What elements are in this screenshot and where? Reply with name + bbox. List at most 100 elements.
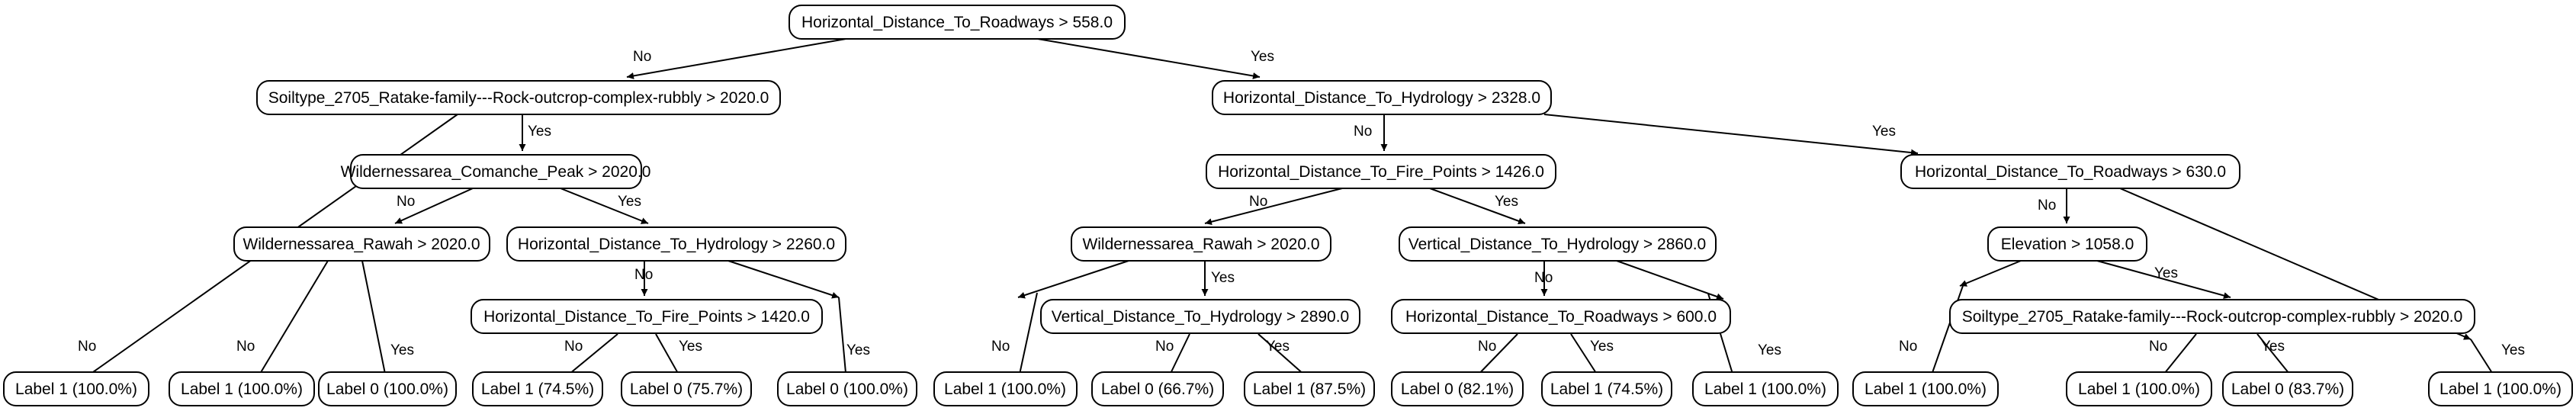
leaf-label: Label 1 (100.0%) bbox=[181, 380, 303, 398]
edge-label-yes: Yes bbox=[618, 194, 641, 210]
edge-label-yes: Yes bbox=[846, 342, 870, 358]
tree-node: Wildernessarea_Comanche_Peak > 2020.0 bbox=[341, 154, 651, 189]
leaf-label: Label 0 (100.0%) bbox=[786, 380, 908, 398]
edge-label-no: No bbox=[1155, 339, 1174, 355]
edge-label-yes: Yes bbox=[1266, 339, 1290, 355]
edge-n13-yes bbox=[2096, 260, 2231, 299]
node-label: Vertical_Distance_To_Hydrology > 2860.0 bbox=[1408, 236, 1707, 253]
leaf-node: Label 0 (100.0%) bbox=[777, 371, 917, 406]
edge-root-yes bbox=[1033, 37, 1261, 79]
edge-label-no: No bbox=[633, 49, 651, 65]
edge-label-no: No bbox=[564, 339, 583, 355]
tree-node: Horizontal_Distance_To_Hydrology > 2260.… bbox=[506, 226, 846, 262]
node-label: Horizontal_Distance_To_Fire_Points > 142… bbox=[1218, 163, 1544, 181]
edge-n5-yes-drop bbox=[838, 297, 850, 382]
leaf-label: Label 1 (100.0%) bbox=[944, 380, 1066, 398]
edge-label-yes: Yes bbox=[1495, 194, 1518, 210]
leaf-node: Label 1 (100.0%) bbox=[1852, 371, 1999, 406]
edge-n10-yes bbox=[1616, 260, 1724, 300]
leaf-node: Label 1 (100.0%) bbox=[169, 371, 315, 406]
edge-n7-no bbox=[1204, 188, 1343, 226]
edge-label-yes: Yes bbox=[1211, 270, 1235, 286]
edge-label-yes: Yes bbox=[1251, 49, 1274, 65]
leaf-node: Label 1 (74.5%) bbox=[472, 371, 603, 406]
tree-node: Horizontal_Distance_To_Roadways > 600.0 bbox=[1391, 299, 1731, 334]
edge-label-yes: Yes bbox=[1758, 342, 1781, 358]
leaf-node: Label 0 (83.7%) bbox=[2222, 371, 2353, 406]
node-label: Horizontal_Distance_To_Roadways > 630.0 bbox=[1915, 163, 2226, 181]
leaf-label: Label 1 (100.0%) bbox=[15, 380, 137, 398]
edge-label-no: No bbox=[634, 267, 653, 283]
node-label: Horizontal_Distance_To_Fire_Points > 142… bbox=[483, 308, 810, 326]
edge-label-no: No bbox=[1899, 339, 1917, 355]
edge-n3-no bbox=[394, 188, 474, 224]
leaf-label: Label 0 (83.7%) bbox=[2231, 380, 2344, 398]
edge-n2-yes bbox=[1543, 114, 1919, 156]
edge-n7-yes bbox=[1429, 188, 1526, 225]
leaf-node: Label 1 (100.0%) bbox=[2066, 371, 2212, 406]
edge-label-no: No bbox=[1478, 339, 1496, 355]
leaf-label: Label 0 (100.0%) bbox=[326, 380, 448, 398]
leaf-node: Label 1 (74.5%) bbox=[1541, 371, 1672, 406]
leaf-label: Label 1 (87.5%) bbox=[1253, 380, 1366, 398]
edge-label-no: No bbox=[991, 339, 1010, 355]
leaf-node: Label 0 (100.0%) bbox=[318, 371, 457, 406]
leaf-label: Label 1 (100.0%) bbox=[1704, 380, 1826, 398]
leaf-node: Label 0 (66.7%) bbox=[1091, 371, 1224, 406]
node-label: Wildernessarea_Rawah > 2020.0 bbox=[1082, 236, 1319, 253]
edge-label-no: No bbox=[397, 194, 415, 210]
edge-label-yes: Yes bbox=[2154, 265, 2178, 281]
leaf-label: Label 0 (75.7%) bbox=[630, 380, 743, 398]
tree-node: Soiltype_2705_Ratake-family---Rock-outcr… bbox=[256, 80, 781, 115]
tree-node: Wildernessarea_Rawah > 2020.0 bbox=[233, 226, 490, 262]
edge-n4-no bbox=[255, 260, 329, 382]
edge-label-no: No bbox=[236, 339, 255, 355]
edge-label-yes: Yes bbox=[2261, 339, 2285, 355]
leaf-node: Label 1 (100.0%) bbox=[2428, 371, 2573, 406]
edge-n3-yes bbox=[560, 188, 649, 224]
edge-label-yes: Yes bbox=[390, 342, 414, 358]
leaf-label: Label 1 (100.0%) bbox=[2439, 380, 2562, 398]
leaf-label: Label 0 (82.1%) bbox=[1401, 380, 1514, 398]
edge-label-no: No bbox=[1354, 124, 1372, 140]
edge-label-yes: Yes bbox=[1590, 339, 1614, 355]
tree-node: Soiltype_2705_Ratake-family---Rock-outcr… bbox=[1949, 299, 2475, 334]
node-label: Soiltype_2705_Ratake-family---Rock-outcr… bbox=[268, 89, 769, 107]
node-label: Soiltype_2705_Ratake-family---Rock-outcr… bbox=[1962, 308, 2463, 326]
edge-label-no: No bbox=[78, 339, 96, 355]
edge-label-no: No bbox=[2038, 197, 2056, 214]
edge-root-no bbox=[626, 37, 851, 79]
leaf-label: Label 1 (100.0%) bbox=[2078, 380, 2200, 398]
edge-n8-no-drop bbox=[1016, 292, 1038, 382]
node-label: Wildernessarea_Rawah > 2020.0 bbox=[243, 236, 480, 253]
leaf-node: Label 1 (87.5%) bbox=[1244, 371, 1375, 406]
edge-n13-no bbox=[1959, 260, 2022, 287]
edge-label-yes: Yes bbox=[1872, 124, 1896, 140]
edge-label-no: No bbox=[2149, 339, 2167, 355]
edge-n5-yes bbox=[728, 260, 840, 299]
tree-node: Horizontal_Distance_To_Hydrology > 2328.… bbox=[1212, 80, 1552, 115]
edge-label-no: No bbox=[1534, 270, 1553, 286]
edge-label-yes: Yes bbox=[528, 124, 551, 140]
leaf-label: Label 0 (66.7%) bbox=[1101, 380, 1214, 398]
node-label: Horizontal_Distance_To_Hydrology > 2260.… bbox=[518, 236, 835, 253]
tree-node: Horizontal_Distance_To_Roadways > 630.0 bbox=[1900, 154, 2240, 189]
node-label: Horizontal_Distance_To_Hydrology > 2328.… bbox=[1223, 89, 1540, 107]
tree-node: Horizontal_Distance_To_Fire_Points > 142… bbox=[1206, 154, 1556, 189]
node-label: Horizontal_Distance_To_Roadways > 558.0 bbox=[801, 14, 1113, 31]
leaf-label: Label 1 (100.0%) bbox=[1865, 380, 1987, 398]
leaf-label: Label 1 (74.5%) bbox=[1550, 380, 1663, 398]
leaf-node: Label 0 (82.1%) bbox=[1391, 371, 1524, 406]
edge-n8-no bbox=[1017, 260, 1129, 299]
node-label: Wildernessarea_Comanche_Peak > 2020.0 bbox=[341, 163, 651, 181]
node-label: Horizontal_Distance_To_Roadways > 600.0 bbox=[1405, 308, 1717, 326]
node-label: Vertical_Distance_To_Hydrology > 2890.0 bbox=[1052, 308, 1350, 326]
node-label: Elevation > 1058.0 bbox=[2001, 236, 2134, 253]
tree-node: Vertical_Distance_To_Hydrology > 2890.0 bbox=[1040, 299, 1360, 334]
edge-n4-yes bbox=[361, 260, 389, 382]
leaf-label: Label 1 (74.5%) bbox=[481, 380, 594, 398]
tree-node: Elevation > 1058.0 bbox=[1987, 226, 2147, 262]
leaf-nodes: Label 1 (100.0%) Label 1 (100.0%) Label … bbox=[3, 371, 2573, 406]
edge-labels: No Yes No Yes No Yes No Yes No Yes No Ye… bbox=[78, 49, 2525, 358]
edge-label-yes: Yes bbox=[2501, 342, 2525, 358]
